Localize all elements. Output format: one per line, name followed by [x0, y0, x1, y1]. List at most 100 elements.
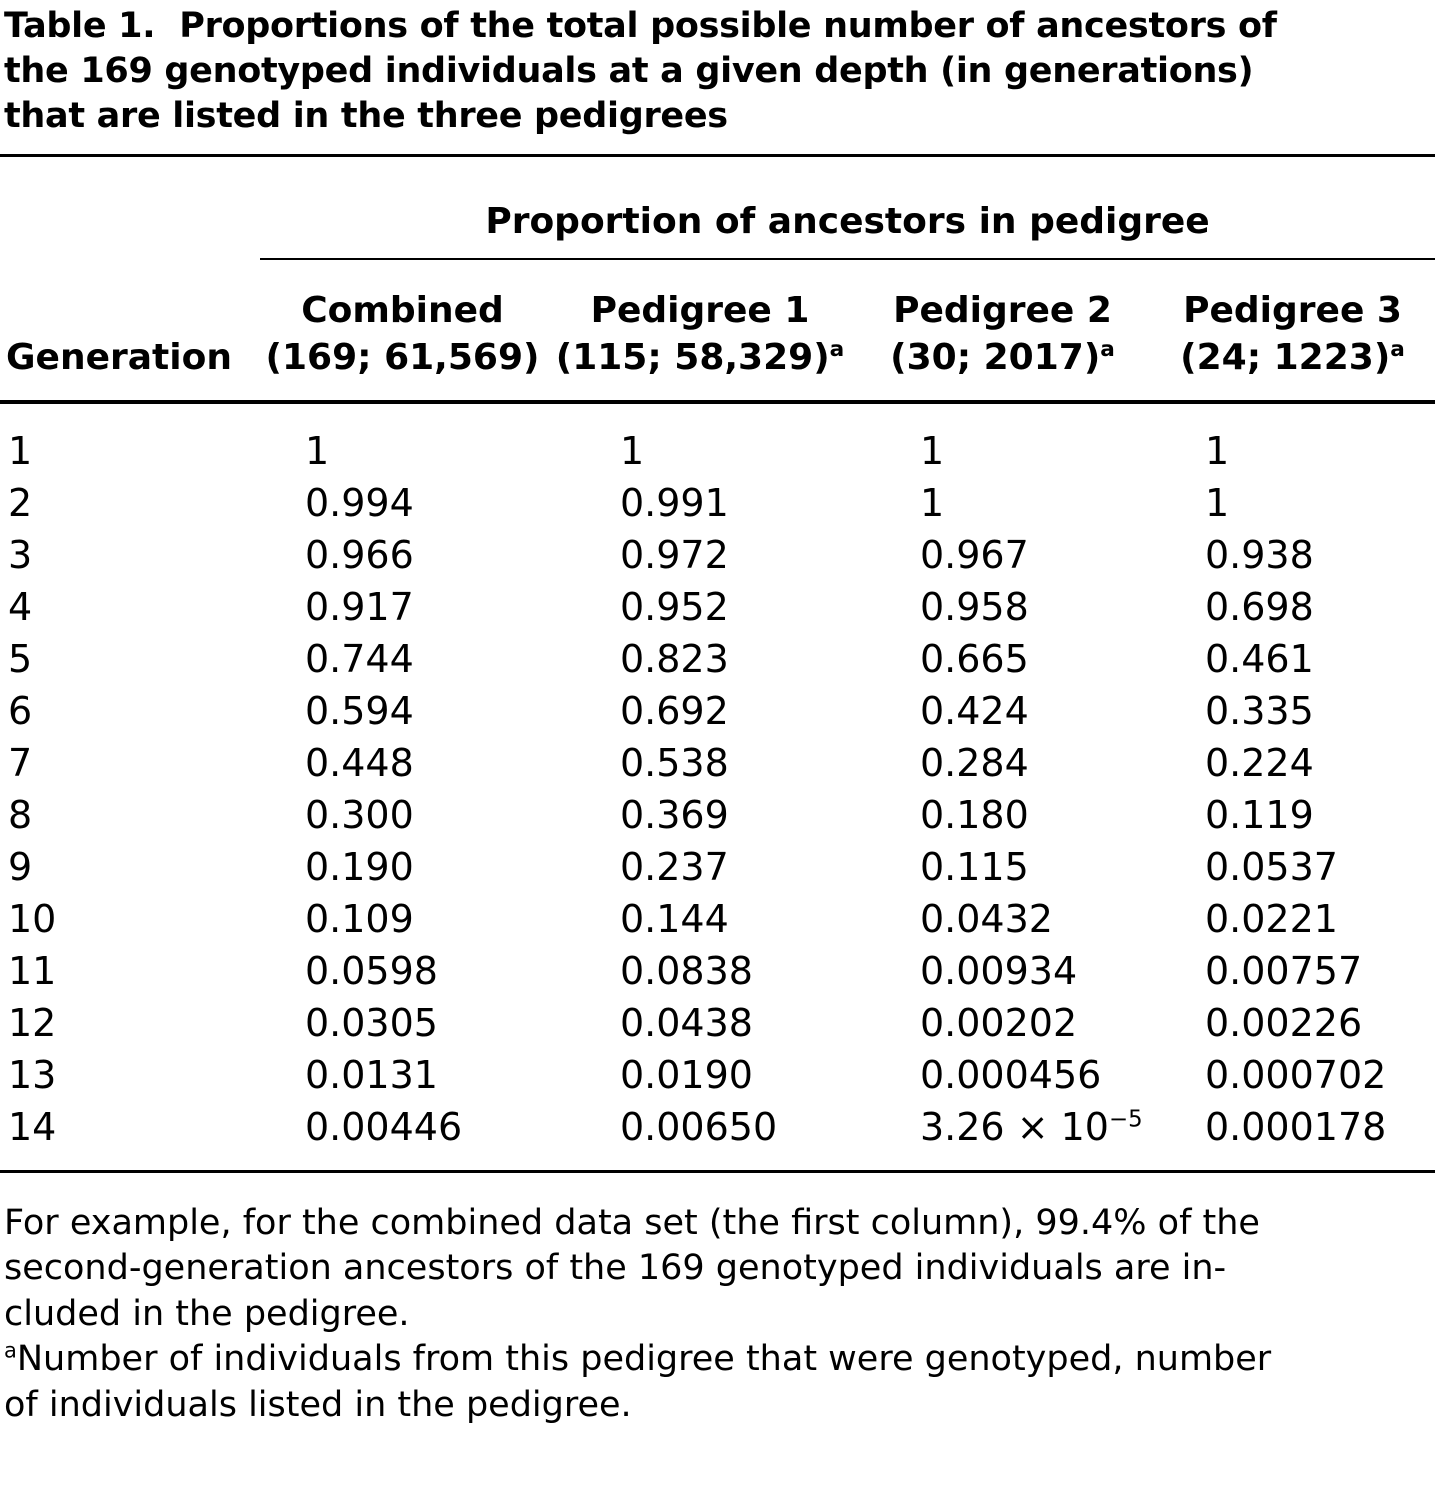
- column-name: Pedigree 2: [893, 290, 1112, 332]
- column-sub-text: (169; 61,569): [265, 337, 540, 379]
- generation-cell: 9: [8, 844, 33, 889]
- exponent: −5: [1108, 1106, 1143, 1133]
- value-cell: 1: [1205, 428, 1230, 473]
- value-cell: 0.0537: [1205, 844, 1338, 889]
- footnote-marker: a: [1390, 337, 1405, 363]
- value-cell: 0.300: [305, 792, 414, 837]
- value-cell: 0.180: [920, 792, 1029, 837]
- footnote-a-text: Number of individuals from this pedigree…: [4, 1339, 1272, 1425]
- value-cell: 0.115: [920, 844, 1029, 889]
- footnote-marker: a: [829, 337, 845, 363]
- span-header: Proportion of ancestors in pedigree: [260, 157, 1435, 261]
- span-header-row: Proportion of ancestors in pedigree: [0, 157, 1435, 261]
- table-row: 3 0.966 0.972 0.967 0.938: [0, 529, 1435, 581]
- generation-cell: 8: [8, 792, 33, 837]
- value-cell: 0.000456: [920, 1052, 1102, 1097]
- table-row: 12 0.0305 0.0438 0.00202 0.00226: [0, 997, 1435, 1049]
- value-cell: 0.109: [305, 896, 414, 941]
- value-cell: 0.952: [620, 584, 729, 629]
- footnote-example-text: For example, for the combined data set (…: [4, 1202, 1260, 1334]
- column-sub-text: (115; 58,329): [555, 337, 830, 379]
- value-cell: 0.00934: [920, 948, 1078, 993]
- value-cell: 0.0838: [620, 948, 753, 993]
- generation-cell: 14: [8, 1104, 57, 1149]
- footnotes: For example, for the combined data set (…: [0, 1201, 1435, 1429]
- column-sub: (115; 58,329)a: [545, 335, 855, 382]
- table-row: 14 0.00446 0.00650 3.26 × 10−5 0.000178: [0, 1101, 1435, 1172]
- generation-cell: 13: [8, 1052, 57, 1097]
- column-sub: (169; 61,569): [260, 335, 545, 382]
- value-cell: 0.0432: [920, 896, 1053, 941]
- value-cell: 0.144: [620, 896, 729, 941]
- table-row: 6 0.594 0.692 0.424 0.335: [0, 685, 1435, 737]
- value-cell: 0.917: [305, 584, 414, 629]
- generation-cell: 11: [8, 948, 57, 993]
- table-body: 1 1 1 1 1 2 0.994 0.991 1 1 3 0.966 0.972 0.967 0.938 4…: [0, 402, 1435, 1172]
- value-cell: 0.994: [305, 480, 414, 525]
- value-cell: 0.190: [305, 844, 414, 889]
- value-cell: 0.744: [305, 636, 414, 681]
- generation-cell: 7: [8, 740, 33, 785]
- table-row: 13 0.0131 0.0190 0.000456 0.000702: [0, 1049, 1435, 1101]
- column-header-pedigree-2: Pedigree 2 (30; 2017)a: [855, 259, 1150, 404]
- footnote-a-marker: a: [4, 1338, 17, 1363]
- value-cell: 0.224: [1205, 740, 1314, 785]
- table-figure: Table 1. Proportions of the total possibl…: [0, 0, 1435, 1429]
- value-cell: 0.0598: [305, 948, 438, 993]
- value-cell: 0.958: [920, 584, 1029, 629]
- value-cell: 0.448: [305, 740, 414, 785]
- value-cell: 3.26 × 10−5: [920, 1104, 1143, 1149]
- value-cell: 0.119: [1205, 792, 1314, 837]
- value-cell: 0.284: [920, 740, 1029, 785]
- value-cell: 1: [920, 428, 945, 473]
- table-row: 8 0.300 0.369 0.180 0.119: [0, 789, 1435, 841]
- column-name: Combined: [301, 290, 504, 332]
- value-cell: 1: [1205, 480, 1230, 525]
- column-sub-text: (30; 2017): [890, 337, 1101, 379]
- table-row: 2 0.994 0.991 1 1: [0, 477, 1435, 529]
- value-cell: 0.692: [620, 688, 729, 733]
- value-cell: 0.0305: [305, 1000, 438, 1045]
- value-cell: 0.698: [1205, 584, 1314, 629]
- value-cell: 1: [305, 428, 330, 473]
- table-row: 7 0.448 0.538 0.284 0.224: [0, 737, 1435, 789]
- table-row: 5 0.744 0.823 0.665 0.461: [0, 633, 1435, 685]
- column-header-pedigree-1: Pedigree 1 (115; 58,329)a: [545, 259, 855, 404]
- value-cell: 1: [620, 428, 645, 473]
- table-row: 9 0.190 0.237 0.115 0.0537: [0, 841, 1435, 893]
- table-head: Proportion of ancestors in pedigree Gene…: [0, 157, 1435, 404]
- table-row: 4 0.917 0.952 0.958 0.698: [0, 581, 1435, 633]
- value-cell: 0.369: [620, 792, 729, 837]
- value-cell: 0.461: [1205, 636, 1314, 681]
- column-name: Pedigree 3: [1183, 290, 1402, 332]
- generation-cell: 1: [8, 428, 33, 473]
- footnote-marker: a: [1100, 337, 1115, 363]
- value-cell: 0.665: [920, 636, 1029, 681]
- value-cell: 0.0438: [620, 1000, 753, 1045]
- generation-cell: 2: [8, 480, 33, 525]
- value-cell: 0.00226: [1205, 1000, 1363, 1045]
- data-table: Proportion of ancestors in pedigree Gene…: [0, 157, 1435, 1173]
- footnote-example: For example, for the combined data set (…: [4, 1201, 1431, 1338]
- column-sub: (24; 1223)a: [1150, 335, 1435, 382]
- value-cell: 0.0221: [1205, 896, 1338, 941]
- value-cell: 0.000702: [1205, 1052, 1387, 1097]
- generation-cell: 5: [8, 636, 33, 681]
- value-cell: 0.00202: [920, 1000, 1078, 1045]
- value-cell: 0.538: [620, 740, 729, 785]
- column-sub: (30; 2017)a: [855, 335, 1150, 382]
- table-title-text: Proportions of the total possible number…: [4, 6, 1277, 136]
- table-row: 10 0.109 0.144 0.0432 0.0221: [0, 893, 1435, 945]
- table-row: 1 1 1 1 1: [0, 402, 1435, 477]
- value-cell: 0.237: [620, 844, 729, 889]
- table-title-label: Table 1.: [4, 6, 156, 46]
- generation-cell: 10: [8, 896, 57, 941]
- value-cell: 0.0190: [620, 1052, 753, 1097]
- value-cell: 0.967: [920, 532, 1029, 577]
- table-row: 11 0.0598 0.0838 0.00934 0.00757: [0, 945, 1435, 997]
- value-cell: 0.00650: [620, 1104, 778, 1149]
- column-header-combined: Combined (169; 61,569): [260, 259, 545, 404]
- table-title: Table 1. Proportions of the total possibl…: [0, 0, 1435, 158]
- value-cell: 0.972: [620, 532, 729, 577]
- blank-corner-cell: [0, 157, 260, 259]
